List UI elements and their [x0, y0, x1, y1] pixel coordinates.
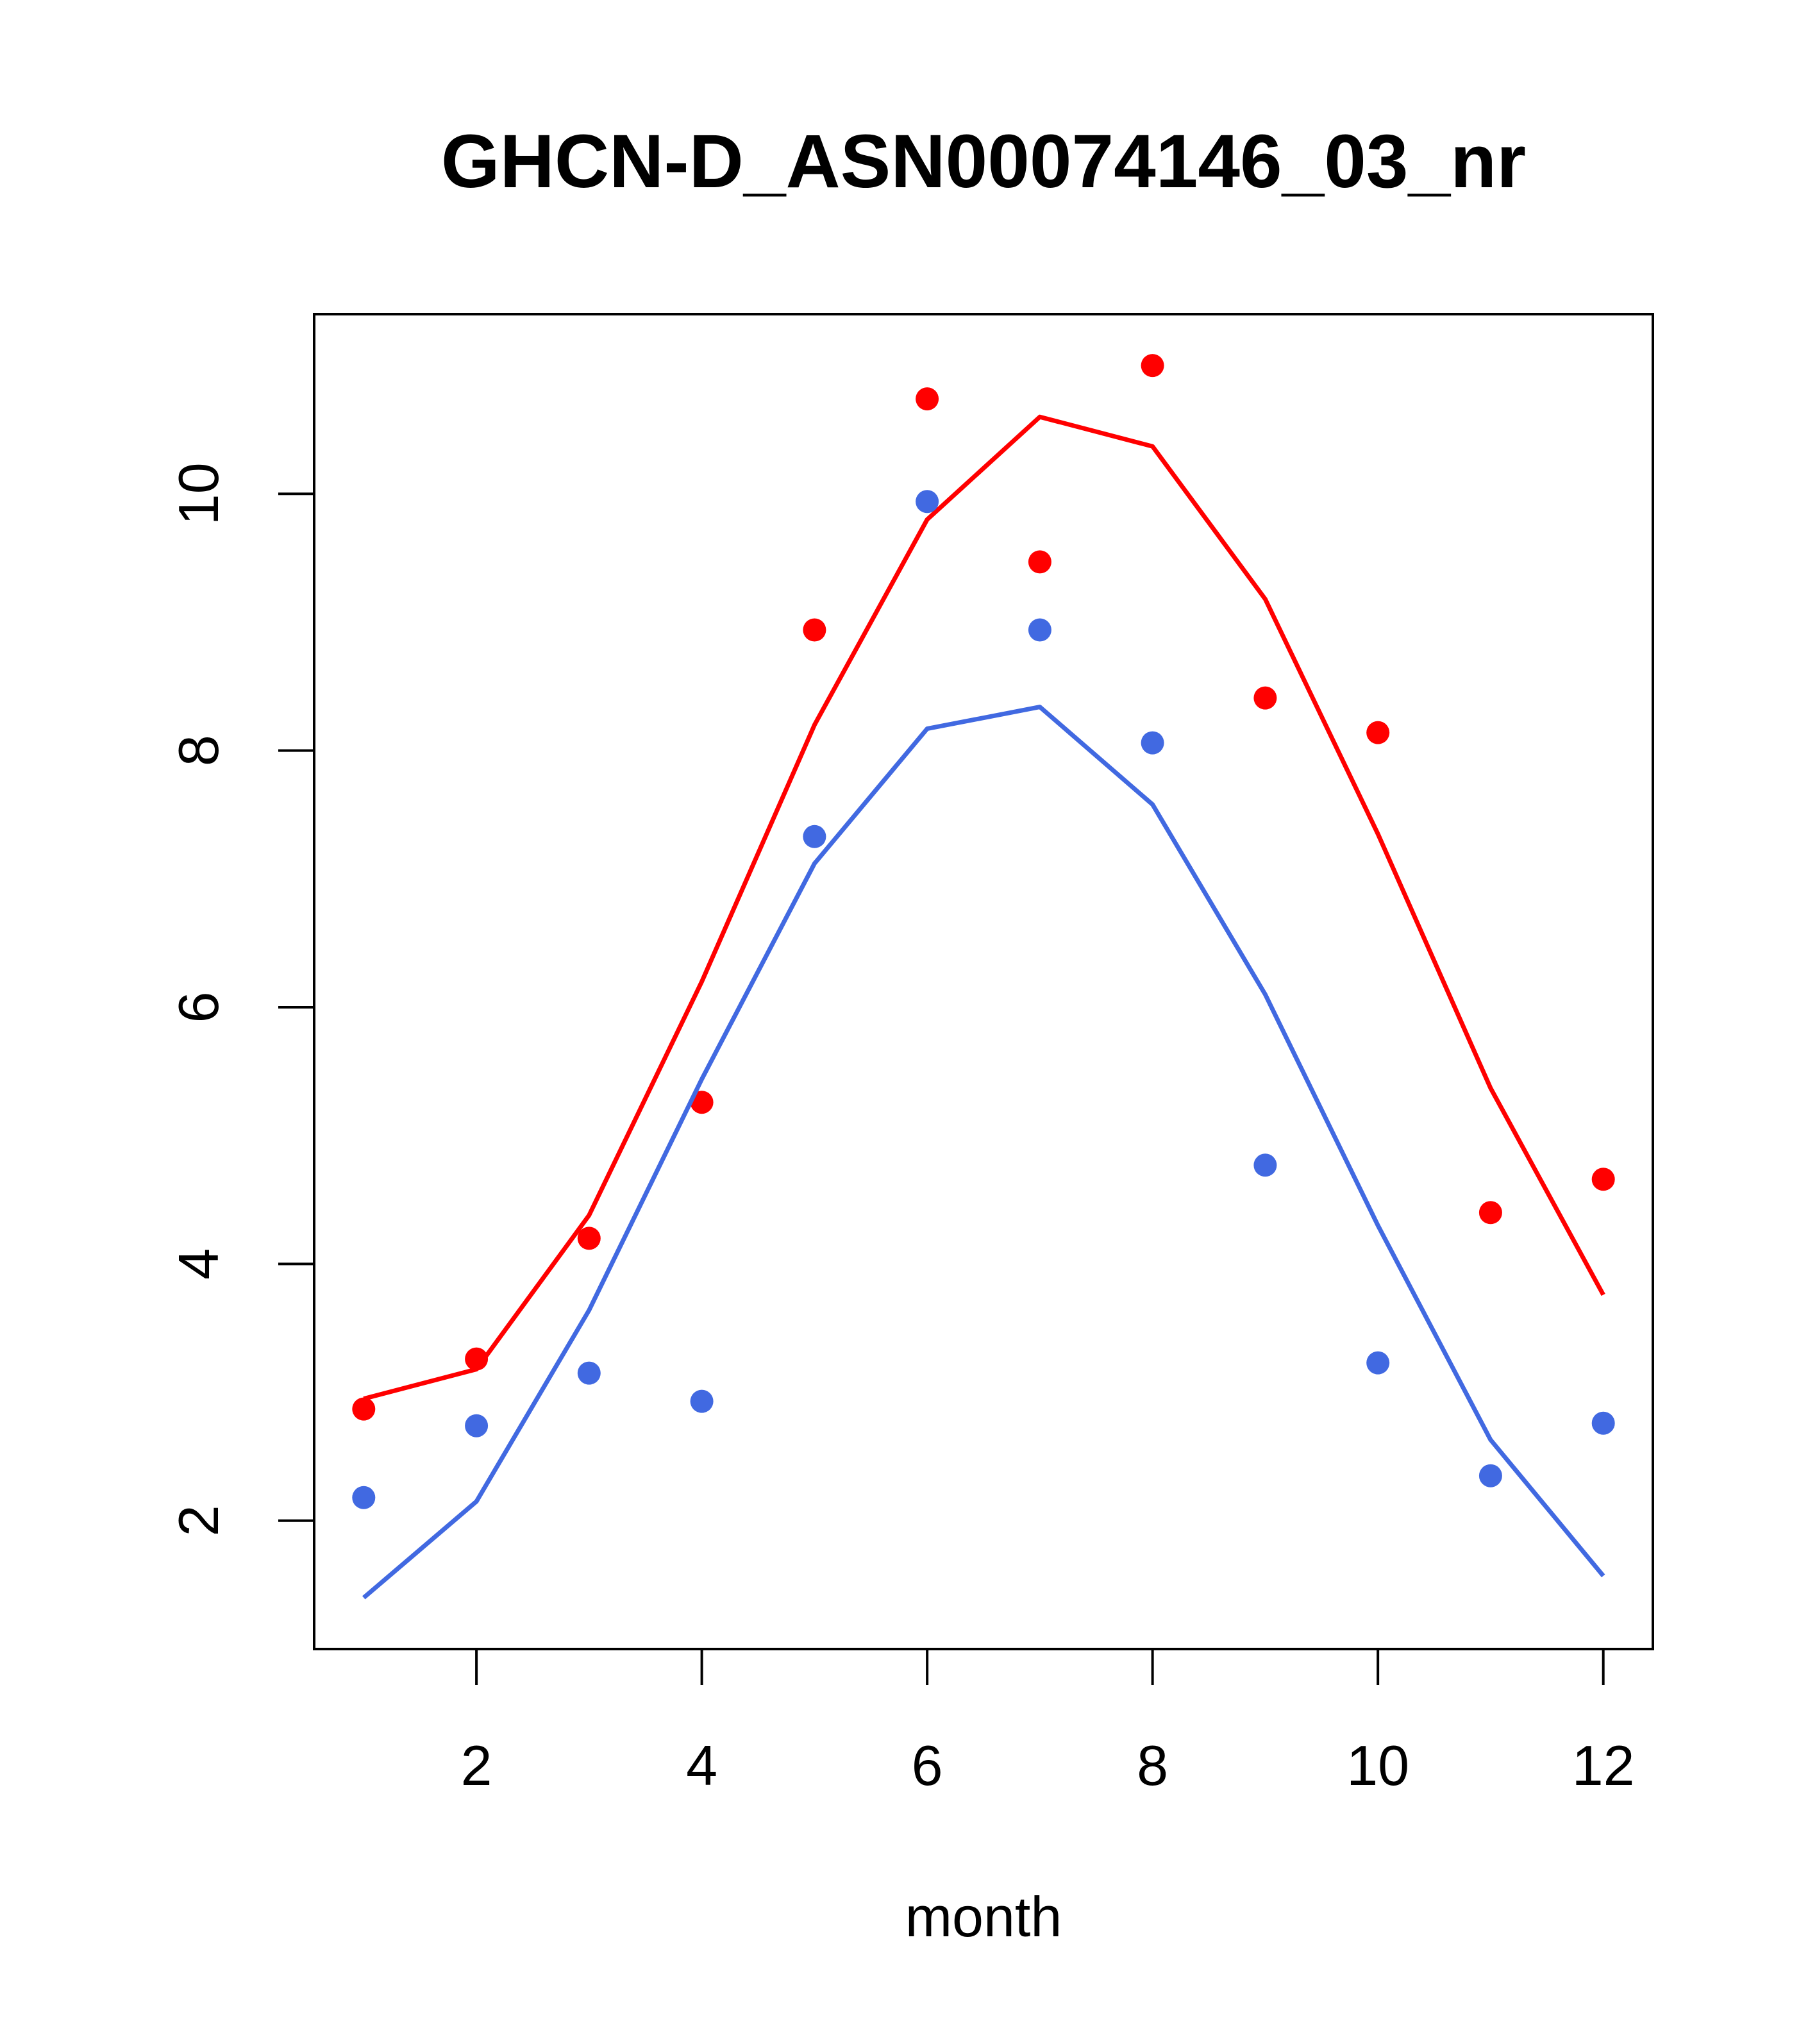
series-2-point: [577, 1361, 601, 1385]
series-2-point: [690, 1389, 714, 1413]
axes: 2 4 6 8 10 12 2 4 6 8 10: [167, 313, 1654, 1797]
series-0-point: [1366, 721, 1390, 744]
series-2-point: [352, 1486, 376, 1509]
y-tick-label: 10: [167, 462, 230, 525]
series-0-point: [352, 1397, 376, 1421]
series-0-point: [1141, 354, 1164, 378]
x-tick-label: 4: [686, 1734, 717, 1797]
y-tick-label: 8: [167, 735, 230, 766]
series-2-point: [916, 490, 939, 514]
series-2-point: [465, 1414, 489, 1437]
series-1-line: [363, 414, 1605, 1401]
series-2-point: [1366, 1351, 1390, 1375]
plot-frame: [313, 313, 1654, 1650]
series-0-point: [577, 1227, 601, 1250]
x-tick-label: 8: [1137, 1734, 1168, 1797]
y-tick-label: 4: [167, 1248, 230, 1280]
x-tick-label: 10: [1346, 1734, 1409, 1797]
series-0-point: [1478, 1201, 1502, 1225]
series-2-point: [803, 825, 826, 848]
plot-area: [352, 354, 1615, 1600]
x-tick-label: 6: [912, 1734, 943, 1797]
series-0-point: [690, 1091, 714, 1114]
y-tick-label: 2: [167, 1505, 230, 1536]
series-2-point: [1478, 1464, 1502, 1487]
series-2-point: [1591, 1411, 1615, 1435]
series-2-point: [1253, 1153, 1277, 1177]
x-tick-label: 2: [461, 1734, 492, 1797]
series-2-point: [1028, 618, 1051, 642]
y-tick-label: 6: [167, 992, 230, 1023]
series-2-point: [1141, 731, 1164, 755]
series-0-point: [1028, 550, 1051, 574]
x-axis-label: month: [905, 1885, 1062, 1948]
series-3-line: [362, 705, 1605, 1600]
x-tick-label: 12: [1572, 1734, 1635, 1797]
series-0-point: [803, 618, 826, 642]
series-0-point: [1591, 1168, 1615, 1191]
chart-title: GHCN-D_ASN00074146_03_nr: [441, 119, 1526, 204]
series-0-point: [1253, 686, 1277, 710]
series-0-point: [916, 387, 939, 411]
